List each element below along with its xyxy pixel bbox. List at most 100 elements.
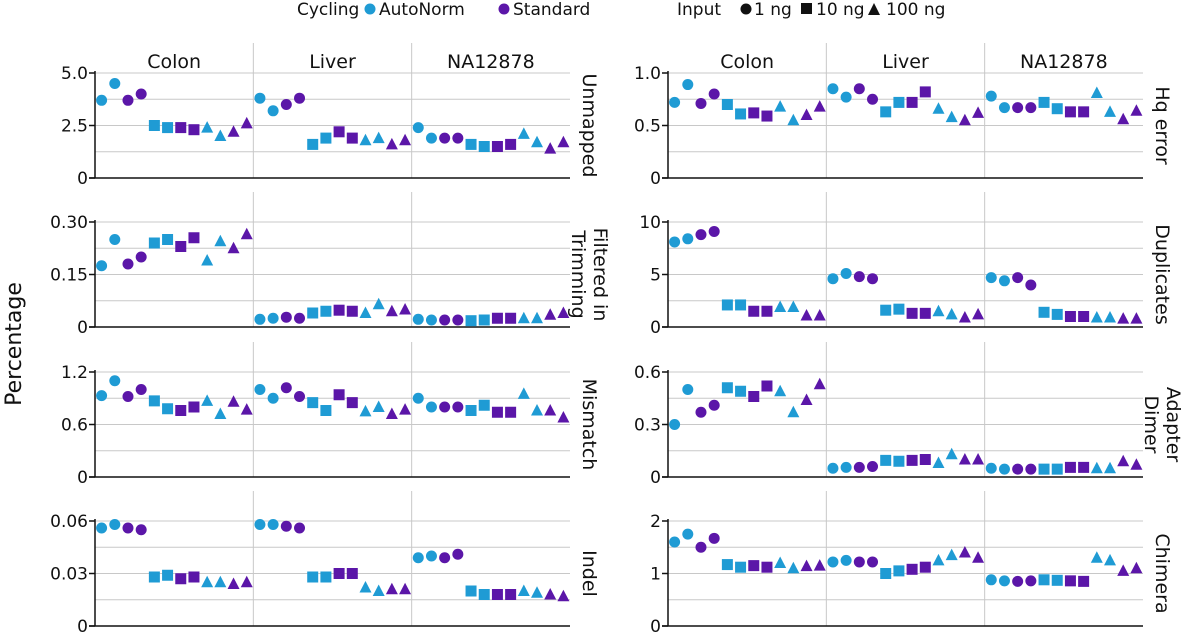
- point-na12878-circle-standard: [1025, 575, 1037, 587]
- facet-label-na12878: NA12878: [447, 51, 535, 73]
- point-na12878-triangle-standard: [557, 589, 570, 602]
- point-na12878-square-standard: [505, 406, 517, 418]
- metric-label-filtered-in-trimming: Filtered inTrimming: [567, 228, 611, 322]
- point-na12878-triangle-standard: [1130, 104, 1143, 116]
- metric-label-adapter-dimer: AdapterDimer: [1140, 387, 1184, 463]
- point-liver-circle-autonorm: [840, 554, 852, 566]
- point-na12878-square-autonorm: [1038, 306, 1050, 318]
- point-liver-circle-autonorm: [267, 519, 279, 530]
- point-colon-square-autonorm: [148, 120, 160, 131]
- point-colon-square-autonorm: [735, 108, 747, 120]
- legend-100ng-marker: [868, 3, 880, 15]
- point-colon-circle-standard: [135, 524, 147, 536]
- point-colon-triangle-standard: [240, 116, 253, 129]
- point-liver-square-standard: [333, 389, 345, 401]
- point-liver-square-standard: [906, 307, 918, 319]
- point-liver-triangle-standard: [399, 582, 412, 595]
- point-colon-circle-standard: [135, 88, 147, 100]
- point-colon-square-standard: [748, 391, 760, 402]
- point-na12878-triangle-standard: [544, 588, 557, 600]
- point-colon-circle-standard: [135, 251, 147, 263]
- point-na12878-circle-standard: [1012, 102, 1024, 114]
- point-colon-square-autonorm: [162, 569, 174, 581]
- point-colon-square-autonorm: [162, 234, 174, 245]
- point-colon-triangle-autonorm: [774, 300, 787, 313]
- point-liver-circle-autonorm: [827, 83, 839, 95]
- panel-duplicates: 0 5 10 Duplicates: [639, 192, 1173, 338]
- point-liver-circle-standard: [280, 99, 292, 110]
- point-liver-circle-standard: [280, 520, 292, 532]
- point-liver-triangle-autonorm: [945, 110, 958, 123]
- point-na12878-square-autonorm: [465, 315, 477, 327]
- point-na12878-triangle-autonorm: [531, 311, 544, 324]
- point-na12878-square-autonorm: [478, 399, 490, 411]
- point-liver-circle-standard: [280, 311, 292, 323]
- point-colon-triangle-autonorm: [214, 407, 227, 419]
- point-colon-circle-autonorm: [682, 528, 694, 540]
- point-liver-square-autonorm: [307, 307, 319, 319]
- point-colon-square-standard: [188, 232, 200, 244]
- point-colon-circle-autonorm: [96, 522, 108, 534]
- point-liver-triangle-standard: [958, 113, 971, 126]
- point-liver-circle-standard: [294, 312, 306, 324]
- point-liver-triangle-standard: [399, 403, 412, 415]
- point-na12878-square-autonorm: [1051, 574, 1063, 586]
- point-na12878-circle-standard: [439, 552, 451, 564]
- point-liver-square-standard: [906, 96, 918, 108]
- metric-label-indel: Indel: [578, 550, 600, 597]
- point-liver-square-autonorm: [893, 455, 905, 467]
- metric-label-unmapped: Unmapped: [578, 74, 600, 178]
- point-colon-circle-autonorm: [96, 390, 108, 402]
- point-liver-triangle-standard: [958, 546, 971, 558]
- metric-label-line: Duplicates: [1151, 224, 1173, 324]
- legend-1ng-label: 1 ng: [754, 0, 792, 20]
- point-na12878-circle-standard: [1012, 575, 1024, 587]
- point-colon-triangle-standard: [813, 377, 826, 390]
- point-colon-circle-autonorm: [682, 79, 694, 91]
- point-na12878-circle-autonorm: [425, 401, 437, 413]
- point-colon-square-standard: [188, 571, 200, 583]
- point-liver-circle-standard: [867, 273, 879, 285]
- panel-indel: 0 0.03 0.06 Indel: [50, 491, 600, 632]
- point-liver-triangle-autonorm: [359, 306, 372, 318]
- point-colon-circle-autonorm: [669, 236, 681, 248]
- point-liver-triangle-autonorm: [945, 548, 958, 561]
- point-colon-triangle-standard: [227, 395, 240, 407]
- panels: 0 2.5 5.0 Colon Liver NA12878 Unmapped 0 0.5 1.0 C…: [50, 43, 1184, 632]
- point-colon-square-standard: [175, 573, 187, 585]
- point-liver-triangle-autonorm: [359, 404, 372, 417]
- legend-10ng-marker: [801, 3, 812, 14]
- point-colon-square-autonorm: [735, 561, 747, 573]
- legend-standard-label: Standard: [513, 0, 590, 20]
- point-na12878-circle-standard: [439, 132, 451, 144]
- point-liver-circle-autonorm: [267, 105, 279, 117]
- point-colon-circle-standard: [122, 522, 134, 534]
- point-liver-square-autonorm: [307, 138, 319, 150]
- point-colon-square-standard: [748, 305, 760, 317]
- metric-label-duplicates: Duplicates: [1151, 224, 1173, 324]
- facet-label-liver: Liver: [882, 51, 929, 73]
- point-colon-circle-standard: [708, 532, 720, 544]
- metric-label-line: Trimming: [567, 229, 589, 318]
- metric-label-line: Mismatch: [578, 379, 600, 471]
- point-colon-square-autonorm: [735, 299, 747, 311]
- point-colon-square-autonorm: [721, 99, 733, 110]
- point-colon-circle-autonorm: [109, 519, 121, 530]
- point-na12878-triangle-autonorm: [517, 311, 530, 324]
- point-na12878-square-standard: [1064, 461, 1076, 473]
- point-colon-square-standard: [188, 124, 200, 136]
- point-colon-square-autonorm: [721, 299, 733, 311]
- y-tick-label: 0.30: [50, 213, 88, 233]
- point-na12878-triangle-standard: [1130, 458, 1143, 470]
- point-liver-square-autonorm: [320, 305, 332, 317]
- point-colon-square-autonorm: [148, 395, 160, 407]
- point-colon-square-standard: [175, 122, 187, 134]
- point-na12878-square-standard: [1078, 461, 1090, 473]
- point-na12878-square-standard: [491, 406, 503, 418]
- point-liver-circle-autonorm: [254, 519, 266, 530]
- point-liver-square-standard: [346, 568, 358, 579]
- point-na12878-square-standard: [505, 138, 517, 150]
- point-liver-triangle-autonorm: [372, 400, 385, 412]
- point-colon-circle-standard: [695, 229, 707, 241]
- y-tick-label: 0.6: [634, 363, 661, 383]
